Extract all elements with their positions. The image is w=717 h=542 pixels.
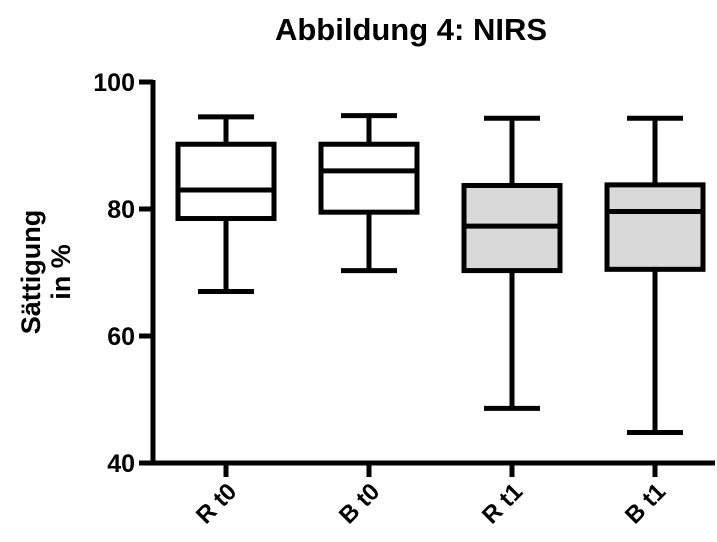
y-tick-label: 60 xyxy=(107,323,135,351)
y-tick-label: 100 xyxy=(93,69,135,97)
interquartile-box xyxy=(318,141,420,215)
interquartile-box xyxy=(604,182,706,272)
y-axis-label-line-2: in % xyxy=(46,244,76,300)
y-tick-label: 80 xyxy=(107,196,135,224)
y-tick-label: 40 xyxy=(107,450,135,478)
x-axis: R t0 B t0 R t1 B t1 xyxy=(151,460,715,529)
x-tick-label: R t1 xyxy=(477,478,528,529)
chart-title: Abbildung 4: NIRS xyxy=(275,12,547,47)
box-b-t0 xyxy=(318,113,420,274)
interquartile-box xyxy=(175,141,277,222)
x-tick-label: R t0 xyxy=(191,478,242,529)
box-r-t1 xyxy=(461,115,563,411)
y-axis-label: Sättigung in % xyxy=(16,210,76,334)
box-b-t1 xyxy=(604,115,706,436)
y-axis: 40 60 80 100 xyxy=(93,69,156,478)
y-axis-label-line-1: Sättigung xyxy=(16,210,46,334)
box-r-t0 xyxy=(175,114,277,295)
x-tick-label: B t1 xyxy=(620,478,671,529)
x-tick-label: B t0 xyxy=(334,478,385,529)
boxes-group xyxy=(175,113,706,436)
